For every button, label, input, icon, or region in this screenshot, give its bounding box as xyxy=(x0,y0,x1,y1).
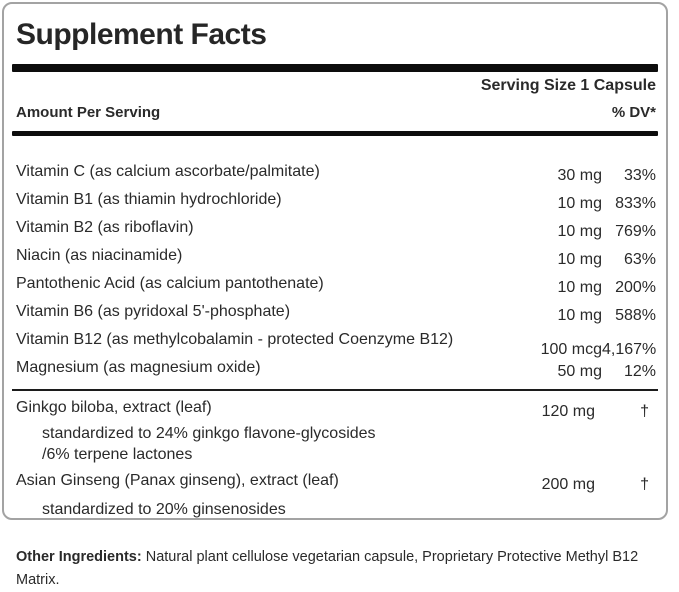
nutrient-amount: 10 mg xyxy=(557,279,602,296)
standardization-note: standardized to 24% ginkgo flavone-glyco… xyxy=(42,425,376,442)
table-row: Vitamin C (as calcium ascorbate/palmitat… xyxy=(12,158,658,186)
percent-dv-header: % DV* xyxy=(611,104,656,121)
nutrient-amount: 100 mcg xyxy=(540,341,602,358)
botanical-table: Ginkgo biloba, extract (leaf) 120 mg † s… xyxy=(12,391,658,518)
column-header-row: Amount Per Serving % DV* xyxy=(12,95,658,131)
table-row: Vitamin B2 (as riboflavin) 10 mg 769% xyxy=(12,214,658,242)
table-row: Vitamin B1 (as thiamin hydrochloride) 10… xyxy=(12,186,658,214)
table-row: Asian Ginseng (Panax ginseng), extract (… xyxy=(12,467,658,495)
other-ingredients: Other Ingredients: Natural plant cellulo… xyxy=(16,546,664,592)
heavy-rule-header xyxy=(12,131,658,136)
nutrient-dv: 200% xyxy=(615,279,656,296)
botanical-amount: 120 mg xyxy=(541,403,595,420)
nutrient-amount: 50 mg xyxy=(557,363,602,380)
nutrient-name: Vitamin B6 (as pyridoxal 5'-phosphate) xyxy=(16,303,291,320)
standardization-note: standardized to 20% ginsenosides xyxy=(42,501,286,518)
serving-size: Serving Size 1 Capsule xyxy=(480,77,656,94)
dagger-symbol: † xyxy=(640,403,649,420)
nutrient-dv: 588% xyxy=(615,307,656,324)
supplement-facts-panel: Supplement Facts Serving Size 1 Capsule … xyxy=(2,2,668,520)
standardization-note: /6% terpene lactones xyxy=(42,446,193,463)
nutrient-dv: 4,167% xyxy=(602,341,657,358)
heavy-rule-top xyxy=(12,64,658,72)
dagger-symbol: † xyxy=(640,476,649,493)
nutrient-dv: 769% xyxy=(615,223,656,240)
nutrient-amount: 30 mg xyxy=(557,167,602,184)
table-row: Vitamin B12 (as methylcobalamin - protec… xyxy=(12,326,658,358)
nutrient-name: Magnesium (as magnesium oxide) xyxy=(16,359,261,376)
nutrient-amount: 10 mg xyxy=(557,223,602,240)
other-ingredients-label: Other Ingredients: xyxy=(16,548,142,565)
nutrient-amount: 10 mg xyxy=(557,251,602,268)
nutrient-amount: 10 mg xyxy=(557,195,602,212)
nutrient-name: Pantothenic Acid (as calcium pantothenat… xyxy=(16,275,324,292)
nutrient-dv: 63% xyxy=(623,251,656,268)
botanical-name: Asian Ginseng (Panax ginseng), extract (… xyxy=(16,472,339,489)
botanical-name: Ginkgo biloba, extract (leaf) xyxy=(16,399,212,416)
thin-rule-botanicals xyxy=(12,389,658,391)
nutrient-table: Vitamin C (as calcium ascorbate/palmitat… xyxy=(12,136,658,382)
nutrient-dv: 33% xyxy=(623,167,656,184)
botanical-amount: 200 mg xyxy=(541,476,595,493)
table-row: Vitamin B6 (as pyridoxal 5'-phosphate) 1… xyxy=(12,298,658,326)
nutrient-name: Niacin (as niacinamide) xyxy=(16,247,183,264)
nutrient-name: Vitamin B12 (as methylcobalamin - protec… xyxy=(16,331,454,348)
table-row: Magnesium (as magnesium oxide) 50 mg 12% xyxy=(12,354,658,382)
nutrient-name: Vitamin B1 (as thiamin hydrochloride) xyxy=(16,191,282,208)
table-row: Niacin (as niacinamide) 10 mg 63% xyxy=(12,242,658,270)
nutrient-dv: 12% xyxy=(623,363,656,380)
nutrient-name: Vitamin C (as calcium ascorbate/palmitat… xyxy=(16,163,320,180)
table-row: Pantothenic Acid (as calcium pantothenat… xyxy=(12,270,658,298)
amount-per-serving-header: Amount Per Serving xyxy=(16,104,161,121)
panel-title: Supplement Facts xyxy=(16,18,267,51)
nutrient-amount: 10 mg xyxy=(557,307,602,324)
nutrient-name: Vitamin B2 (as riboflavin) xyxy=(16,219,194,236)
table-row: Ginkgo biloba, extract (leaf) 120 mg † xyxy=(12,394,658,422)
nutrient-dv: 833% xyxy=(615,195,656,212)
